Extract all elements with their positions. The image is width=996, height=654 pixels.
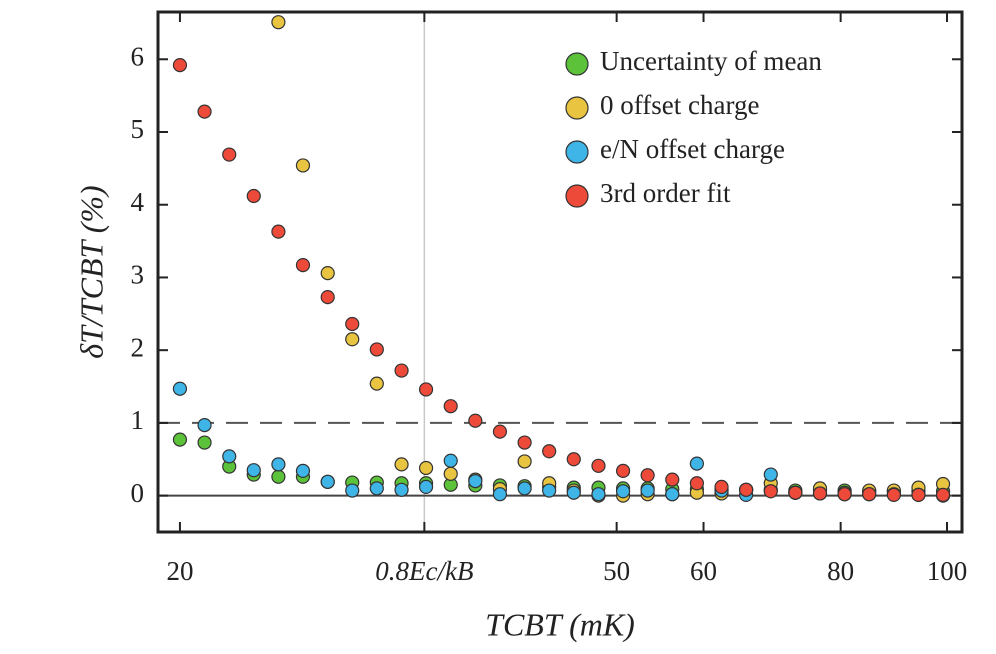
data-point [443,466,458,481]
legend-swatch [565,96,589,120]
y-tick-label: 0 [131,478,145,508]
data-point [246,463,261,478]
data-point [172,432,188,447]
x-tick-label: 60 [690,556,717,586]
data-point [443,453,458,468]
data-point [172,57,188,73]
legend-swatch [565,140,589,164]
data-point [517,481,532,496]
x-tick-label: 80 [827,556,854,586]
data-point [222,147,237,162]
legend-swatch [565,184,589,208]
plot-frame [156,10,964,534]
data-point [222,449,237,464]
data-point [271,15,286,30]
data-point [862,487,877,502]
y-tick-label: 5 [131,114,145,144]
data-point [172,381,188,396]
data-point [689,476,704,491]
data-point [418,460,434,476]
data-point [369,376,384,391]
data-point [542,444,557,459]
data-point [271,457,286,472]
legend-label: 3rd order fit [600,178,731,208]
x-tick-label: 20 [166,556,193,586]
data-point [566,485,581,500]
data-point [394,363,409,378]
legend-swatch [565,52,589,76]
data-point [689,456,704,471]
data-point [345,483,360,498]
y-tick-label: 4 [131,187,145,217]
data-point [197,104,212,119]
data-point [591,487,606,502]
data-point [197,435,212,450]
data-point [665,487,680,502]
data-point [837,487,852,502]
x-tick-label: 100 [927,556,968,586]
data-point [763,484,778,499]
data-point [542,483,557,498]
data-point [320,265,335,281]
data-point [295,158,311,173]
data-point [640,468,655,483]
data-point [394,482,409,497]
data-point [763,467,778,482]
x-axis-label: TCBT (mK) [485,606,635,642]
data-point [640,483,655,498]
data-point [492,424,508,439]
legend-label: Uncertainty of mean [600,46,822,76]
data-point [418,382,434,397]
data-point [320,289,335,305]
data-point [369,342,384,357]
data-point [886,487,901,503]
data-point [197,417,212,433]
data-point [665,472,680,487]
data-point [911,487,926,503]
data-point [566,452,581,467]
data-point [615,463,631,479]
data-point [443,399,458,414]
data-point [345,332,360,347]
data-point [394,457,409,472]
data-point [788,485,803,500]
x-tick-label: 0.8Ec/kB [375,556,473,586]
data-point [295,257,311,273]
data-point [492,487,508,502]
y-tick-label: 6 [131,41,145,71]
data-point [345,316,360,332]
data-point [468,473,483,489]
data-point [246,188,261,204]
y-tick-label: 3 [131,260,145,290]
y-tick-label: 1 [131,405,145,435]
data-point [739,482,754,497]
y-tick-label: 2 [131,332,145,362]
data-point [320,474,335,489]
legend-label: 0 offset charge [600,90,759,120]
data-point [468,413,483,428]
legend-label: e/N offset charge [600,134,785,164]
y-axis-label: δT/TCBT (%) [73,185,109,358]
data-point [591,458,606,473]
data-point [714,479,729,495]
data-point [369,481,384,496]
data-point [271,469,286,484]
data-point [615,484,631,499]
data-point [418,479,434,495]
data-point [271,224,286,239]
data-point [935,487,951,503]
x-tick-label: 50 [603,556,630,586]
data-point [517,435,532,450]
data-point [295,463,311,479]
data-point [812,486,828,501]
data-point [517,454,532,469]
